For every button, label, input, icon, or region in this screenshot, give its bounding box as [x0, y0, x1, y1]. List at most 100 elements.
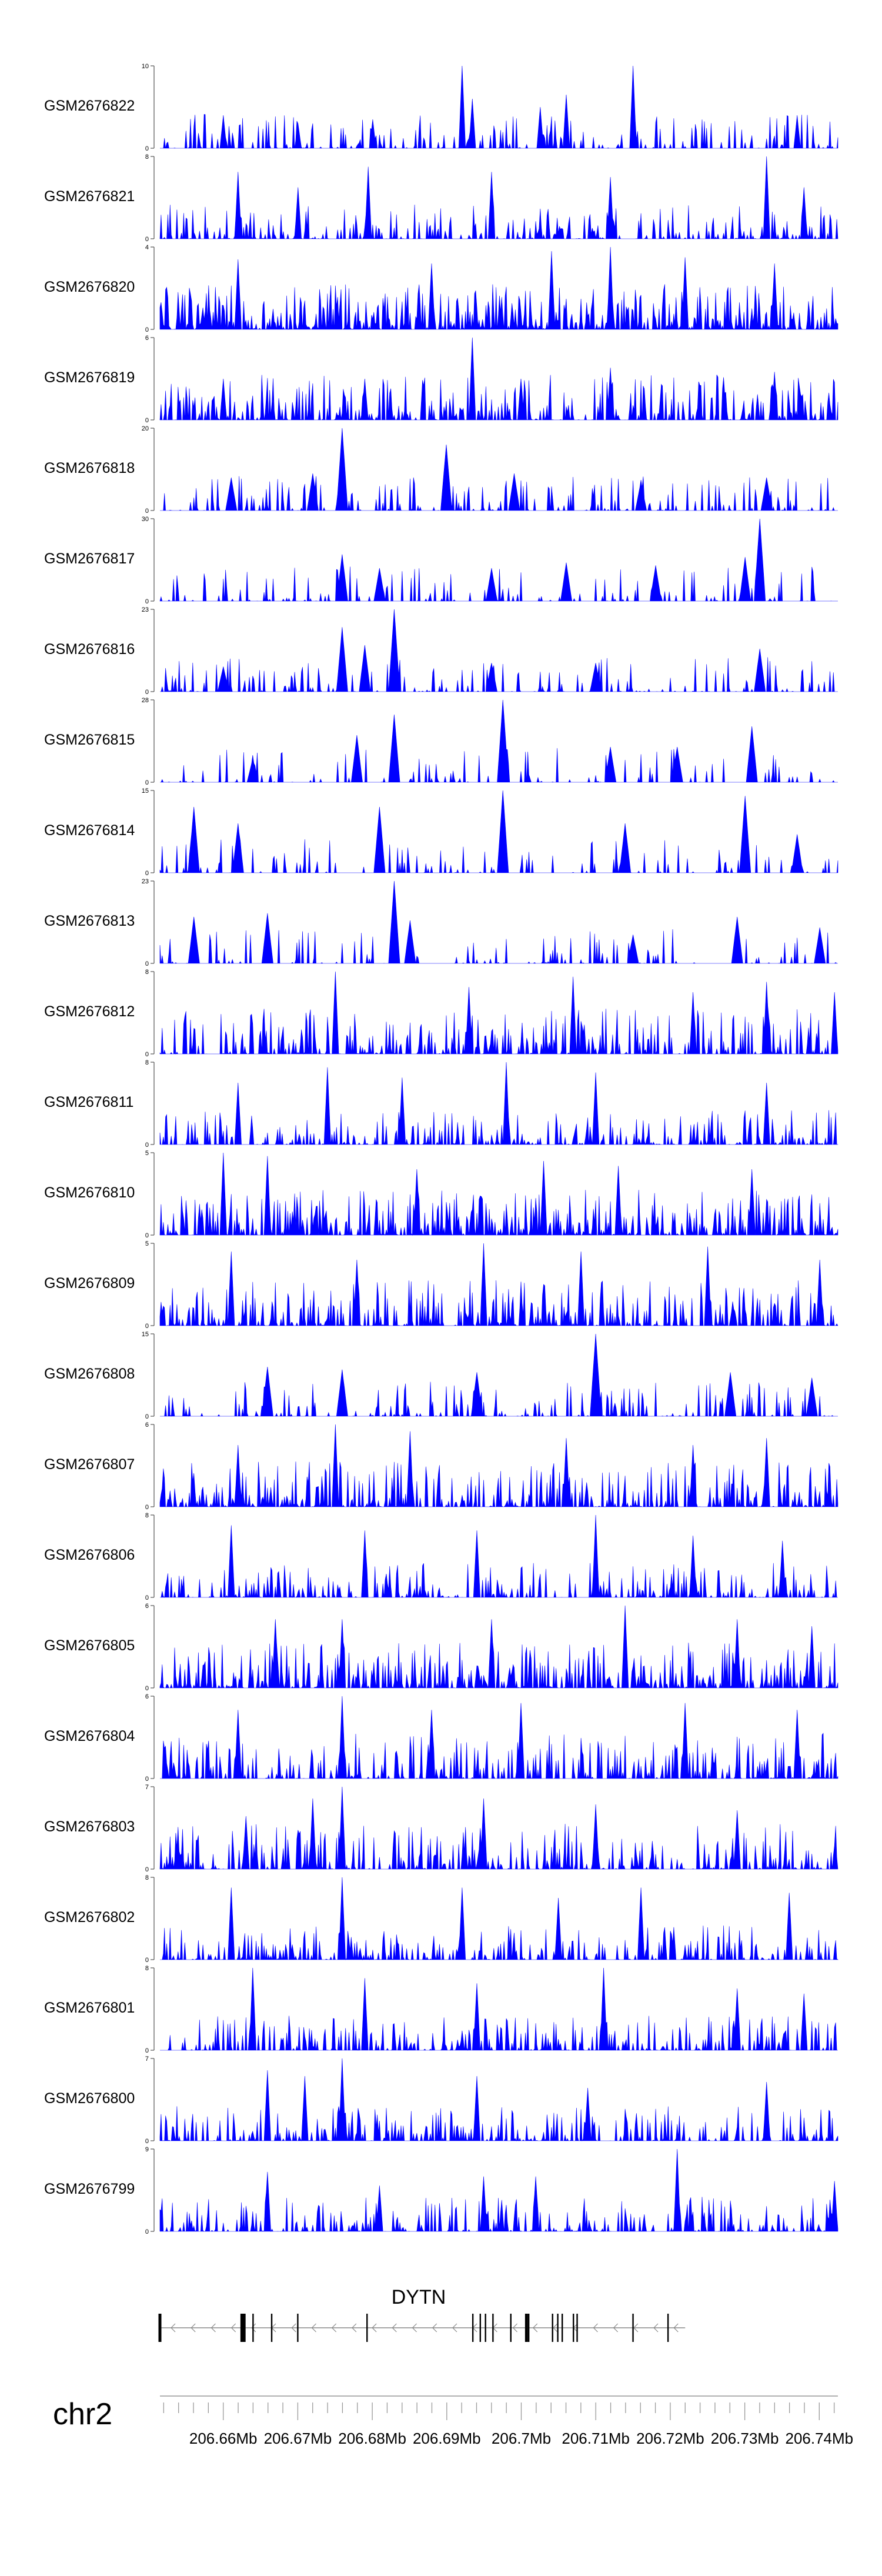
- track-label: GSM2676820: [44, 279, 135, 295]
- track-label: GSM2676802: [44, 1909, 135, 1926]
- y-max-label: 23: [142, 606, 149, 613]
- strand-arrow: [532, 2323, 538, 2333]
- axis-tick-label: 206.68Mb: [338, 2430, 406, 2447]
- y-max-label: 8: [145, 1512, 149, 1519]
- y-min-label: 0: [145, 236, 149, 243]
- strand-arrow: [211, 2323, 216, 2333]
- y-max-label: 5: [145, 1240, 149, 1247]
- coverage-area: [159, 1152, 838, 1236]
- y-min-label: 0: [145, 1051, 149, 1058]
- track-GSM2676803: GSM2676803 7 0: [44, 1784, 838, 1873]
- track-label: GSM2676817: [44, 550, 135, 567]
- track-GSM2676816: GSM2676816 23 0: [44, 606, 838, 696]
- axis-tick-label: 206.71Mb: [562, 2430, 630, 2447]
- track-GSM2676804: GSM2676804 6 0: [44, 1693, 838, 1783]
- track-label: GSM2676809: [44, 1275, 135, 1292]
- track-label: GSM2676800: [44, 2090, 135, 2107]
- y-max-label: 6: [145, 335, 149, 342]
- gene-exon: [240, 2314, 243, 2342]
- track-GSM2676813: GSM2676813 23 0: [44, 878, 838, 967]
- track-label: GSM2676821: [44, 188, 135, 205]
- coverage-area: [160, 1967, 838, 2051]
- strand-arrow: [352, 2323, 357, 2333]
- y-min-label: 0: [145, 326, 149, 333]
- strand-arrow: [250, 2323, 256, 2333]
- strand-arrow: [452, 2323, 457, 2333]
- strand-arrow: [171, 2323, 176, 2333]
- gene-track: DYTN: [158, 2286, 686, 2342]
- y-min-label: 0: [145, 1413, 149, 1420]
- gene-exon: [366, 2314, 368, 2342]
- track-GSM2676821: GSM2676821 8 0: [44, 154, 838, 243]
- track-label: GSM2676816: [44, 641, 135, 658]
- strand-arrow: [230, 2323, 236, 2333]
- axis-tick-label: 206.72Mb: [636, 2430, 704, 2447]
- y-min-label: 0: [145, 1685, 149, 1692]
- y-max-label: 8: [145, 1965, 149, 1972]
- y-min-label: 0: [145, 870, 149, 877]
- strand-arrow: [412, 2323, 417, 2333]
- coverage-area: [159, 1062, 838, 1146]
- gene-exon: [472, 2314, 474, 2342]
- track-label: GSM2676818: [44, 460, 135, 476]
- y-min-label: 0: [145, 689, 149, 696]
- track-GSM2676817: GSM2676817 30 0: [44, 516, 838, 605]
- coverage-area: [160, 1877, 839, 1961]
- strand-arrow: [553, 2323, 558, 2333]
- y-min-label: 0: [145, 2228, 149, 2235]
- y-max-label: 30: [142, 516, 149, 523]
- axis-tick-label: 206.73Mb: [711, 2430, 779, 2447]
- gene-exon: [557, 2314, 559, 2342]
- coverage-area: [159, 2148, 838, 2233]
- strand-arrow: [331, 2323, 337, 2333]
- track-GSM2676819: GSM2676819 6 0: [44, 335, 838, 424]
- gene-exon: [242, 2314, 246, 2342]
- coverage-area: [159, 518, 838, 602]
- gene-exon: [270, 2314, 273, 2342]
- gene-exon: [479, 2314, 482, 2342]
- y-max-label: 8: [145, 1874, 149, 1881]
- y-min-label: 0: [145, 2138, 149, 2145]
- coverage-area: [159, 156, 838, 240]
- gene-exon: [552, 2314, 553, 2342]
- track-label: GSM2676815: [44, 732, 135, 748]
- y-min-label: 0: [145, 1323, 149, 1330]
- y-max-label: 20: [142, 425, 149, 432]
- gene-exon: [485, 2314, 486, 2342]
- strand-arrow: [593, 2323, 598, 2333]
- track-GSM2676806: GSM2676806 8 0: [44, 1512, 838, 1601]
- y-max-label: 8: [145, 1059, 149, 1066]
- track-GSM2676802: GSM2676802 8 0: [44, 1874, 839, 1964]
- coverage-area: [159, 1605, 838, 1689]
- strand-arrow: [432, 2323, 437, 2333]
- track-label: GSM2676812: [44, 1003, 135, 1020]
- coverage-area: [160, 65, 838, 149]
- strand-arrow: [653, 2323, 659, 2333]
- coverage-area: [160, 1696, 838, 1780]
- y-min-label: 0: [145, 779, 149, 786]
- track-GSM2676822: GSM2676822 10 0: [44, 63, 838, 152]
- y-max-label: 8: [145, 969, 149, 976]
- strand-arrow: [613, 2323, 619, 2333]
- y-max-label: 10: [142, 63, 149, 70]
- track-GSM2676805: GSM2676805 6 0: [44, 1603, 838, 1692]
- axis-tick-label: 206.67Mb: [264, 2430, 332, 2447]
- genome-axis: chr2 206.66Mb 206.67Mb 206.68Mb 206.69Mb 206…: [53, 2395, 853, 2447]
- track-GSM2676801: GSM2676801 8 0: [44, 1965, 838, 2054]
- axis-tick-label: 206.7Mb: [492, 2430, 551, 2447]
- coverage-area: [159, 246, 838, 331]
- gene-exon: [158, 2314, 162, 2342]
- track-GSM2676799: GSM2676799 9 0: [44, 2146, 838, 2235]
- gene-exon: [576, 2314, 578, 2342]
- y-min-label: 0: [145, 1594, 149, 1601]
- y-max-label: 6: [145, 1693, 149, 1700]
- track-label: GSM2676807: [44, 1456, 135, 1473]
- y-min-label: 0: [145, 1866, 149, 1873]
- y-max-label: 7: [145, 1784, 149, 1791]
- coverage-area: [160, 609, 838, 693]
- strand-arrow: [311, 2323, 316, 2333]
- track-GSM2676820: GSM2676820 4 0: [44, 244, 838, 333]
- y-min-label: 0: [145, 960, 149, 967]
- coverage-area: [159, 971, 838, 1055]
